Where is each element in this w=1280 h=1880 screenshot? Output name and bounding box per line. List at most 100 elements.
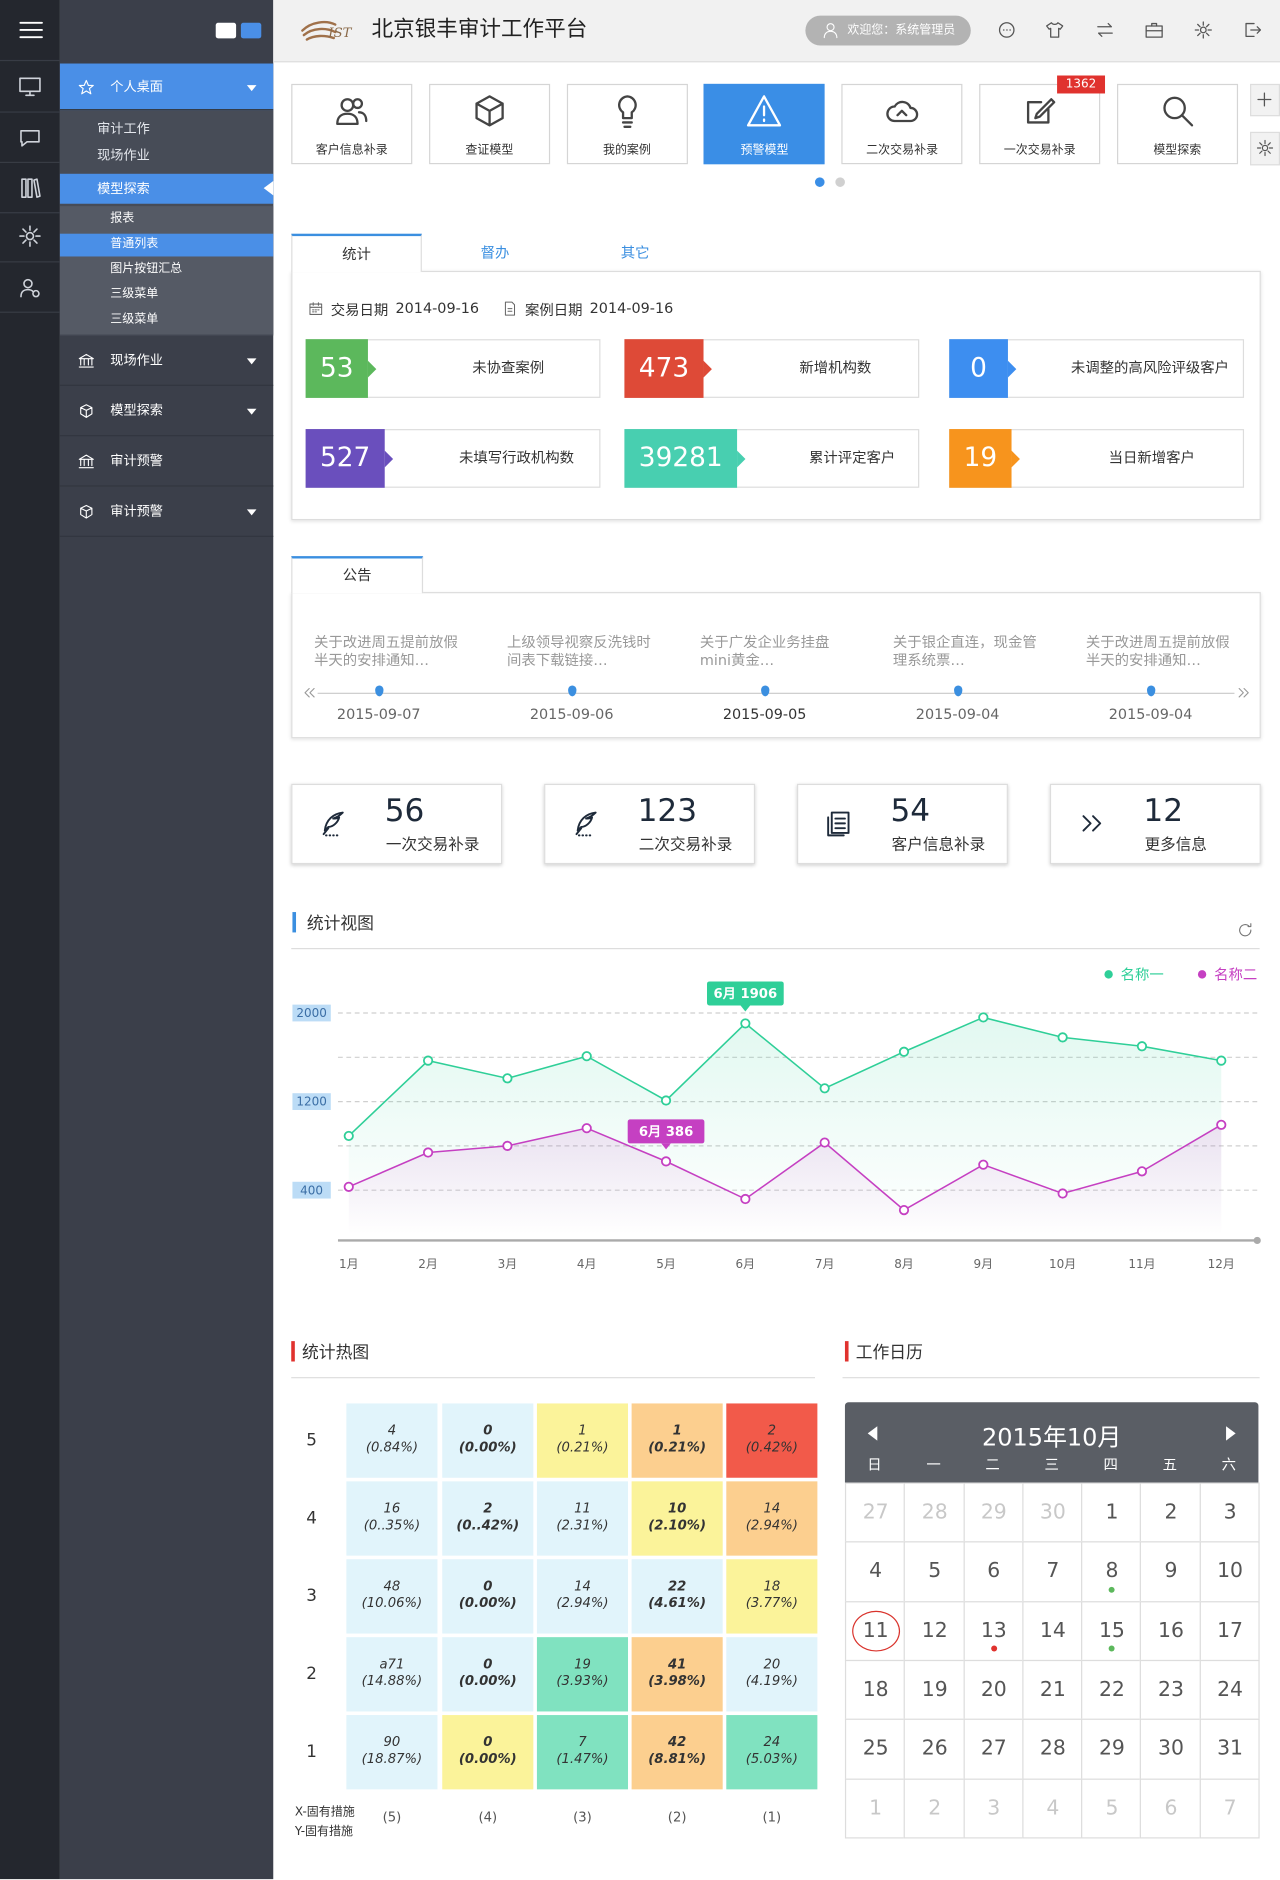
menu-toggle[interactable] bbox=[17, 16, 46, 45]
heatmap-cell[interactable]: 19 (3.93%) bbox=[536, 1637, 629, 1712]
calendar-next[interactable] bbox=[1226, 1426, 1236, 1441]
heatmap-cell[interactable]: 11 (2.31%) bbox=[536, 1481, 629, 1556]
calendar-day[interactable]: 15 bbox=[1081, 1600, 1142, 1662]
summary-card[interactable]: 12 更多信息 bbox=[1049, 783, 1261, 865]
calendar-day[interactable]: 5 bbox=[904, 1541, 965, 1602]
submenu-label[interactable]: 三级菜单 bbox=[110, 287, 159, 301]
calendar-day[interactable]: 7 bbox=[1022, 1541, 1083, 1602]
carousel-dot[interactable] bbox=[835, 177, 845, 187]
calendar-day[interactable]: 27 bbox=[963, 1719, 1024, 1780]
calendar-day[interactable]: 8 bbox=[1081, 1541, 1142, 1602]
submenu-item[interactable] bbox=[59, 173, 274, 204]
calendar-day[interactable]: 3 bbox=[1199, 1482, 1260, 1543]
stat-card[interactable]: 53 未协查案例 bbox=[305, 339, 601, 398]
submenu-label[interactable]: 三级菜单 bbox=[110, 312, 159, 326]
calendar-day[interactable]: 31 bbox=[1199, 1719, 1260, 1780]
heatmap-cell[interactable]: 41 (3.98%) bbox=[631, 1637, 723, 1712]
heatmap-cell[interactable]: 16 (0..35%) bbox=[346, 1481, 438, 1556]
refresh-icon[interactable] bbox=[1237, 922, 1254, 939]
shortcut-tile[interactable] bbox=[979, 83, 1101, 165]
heatmap-cell[interactable]: 18 (3.77%) bbox=[726, 1559, 818, 1634]
summary-card[interactable]: 54 客户信息补录 bbox=[797, 783, 1008, 865]
heatmap-cell[interactable]: 42 (8.81%) bbox=[631, 1715, 723, 1790]
heatmap-cell[interactable]: 90 (18.87%) bbox=[346, 1715, 438, 1790]
menu-item[interactable] bbox=[59, 436, 274, 487]
lock-button[interactable] bbox=[240, 22, 262, 39]
calendar-day[interactable]: 16 bbox=[1140, 1600, 1201, 1662]
heatmap-cell[interactable]: 14 (2.94%) bbox=[726, 1481, 818, 1556]
menu-item[interactable] bbox=[59, 386, 274, 437]
calendar-day[interactable]: 26 bbox=[904, 1719, 965, 1780]
heatmap-cell[interactable]: 1 (0.21%) bbox=[631, 1403, 723, 1478]
calendar-day[interactable]: 6 bbox=[963, 1541, 1024, 1602]
submenu-label[interactable]: 现场作业 bbox=[97, 147, 150, 163]
notice-text[interactable]: 上级领导视察反洗钱时间表下载链接… bbox=[506, 634, 651, 669]
nav-icon[interactable] bbox=[18, 126, 42, 150]
stat-card[interactable]: 527 未填写行政机构数 bbox=[305, 429, 601, 488]
submenu-item[interactable] bbox=[59, 233, 274, 257]
calendar-day[interactable]: 21 bbox=[1022, 1659, 1083, 1721]
calendar-day[interactable]: 6 bbox=[1140, 1778, 1201, 1839]
calendar-day[interactable]: 13 bbox=[963, 1600, 1024, 1662]
nav-icon[interactable] bbox=[18, 74, 42, 98]
calendar-day[interactable]: 2 bbox=[1140, 1482, 1201, 1543]
calendar-prev[interactable] bbox=[867, 1426, 878, 1441]
calendar-day[interactable]: 9 bbox=[1140, 1541, 1201, 1602]
calendar-day[interactable]: 17 bbox=[1199, 1600, 1260, 1662]
sidebar-toggle[interactable] bbox=[215, 22, 237, 39]
menu-item[interactable] bbox=[59, 336, 274, 386]
tab[interactable]: 督办 bbox=[480, 244, 510, 262]
notice-text[interactable]: 关于改进周五提前放假半天的安排通知… bbox=[1085, 634, 1230, 669]
calendar-day[interactable]: 19 bbox=[904, 1659, 965, 1721]
header-icon[interactable] bbox=[997, 20, 1016, 39]
calendar-day[interactable]: 20 bbox=[963, 1659, 1024, 1721]
menu-item[interactable] bbox=[59, 487, 274, 537]
heatmap-cell[interactable]: 14 (2.94%) bbox=[536, 1559, 629, 1634]
calendar-day[interactable]: 10 bbox=[1199, 1541, 1260, 1602]
tab[interactable]: 其它 bbox=[620, 244, 650, 262]
submenu-label[interactable]: 普通列表 bbox=[110, 237, 159, 251]
heatmap-cell[interactable]: 1 (0.21%) bbox=[536, 1403, 629, 1478]
notice-text[interactable]: 关于广发企业务挂盘mini黄金… bbox=[699, 634, 830, 669]
calendar-day[interactable]: 24 bbox=[1199, 1659, 1260, 1721]
carousel-dot[interactable] bbox=[814, 177, 825, 187]
calendar-day[interactable]: 7 bbox=[1199, 1778, 1260, 1839]
calendar-day[interactable]: 4 bbox=[844, 1541, 906, 1602]
stat-card[interactable]: 0 未调整的高风险评级客户 bbox=[949, 339, 1245, 398]
heatmap-cell[interactable]: 48 (10.06%) bbox=[346, 1559, 438, 1634]
calendar-day[interactable]: 5 bbox=[1081, 1778, 1142, 1839]
heatmap-cell[interactable]: 0 (0.00%) bbox=[442, 1403, 534, 1478]
shortcut-tile[interactable] bbox=[841, 83, 963, 165]
calendar-day[interactable]: 23 bbox=[1140, 1659, 1201, 1721]
side-button[interactable] bbox=[1250, 83, 1280, 117]
heatmap-cell[interactable]: 0 (0.00%) bbox=[442, 1637, 534, 1712]
heatmap-cell[interactable]: 24 (5.03%) bbox=[726, 1715, 818, 1790]
heatmap-cell[interactable]: 2 (0.42%) bbox=[726, 1403, 818, 1478]
stat-card[interactable]: 473 新增机构数 bbox=[624, 339, 920, 398]
header-icon[interactable] bbox=[1045, 20, 1064, 39]
calendar-day[interactable]: 3 bbox=[963, 1778, 1024, 1839]
heatmap-cell[interactable]: 7 (1.47%) bbox=[536, 1715, 629, 1790]
notice-text[interactable]: 关于银企直连，现金管理系统票… bbox=[892, 634, 1037, 669]
calendar-day[interactable]: 30 bbox=[1140, 1719, 1201, 1780]
heatmap-cell[interactable]: a71 (14.88%) bbox=[346, 1637, 438, 1712]
tab[interactable]: 公告 bbox=[291, 556, 424, 594]
calendar-day[interactable]: 22 bbox=[1081, 1659, 1142, 1721]
nav-icon[interactable] bbox=[18, 224, 42, 248]
nav-icon[interactable] bbox=[18, 276, 42, 300]
summary-card[interactable]: 123 二次交易补录 bbox=[544, 783, 756, 865]
side-button[interactable] bbox=[1250, 131, 1280, 166]
header-icon[interactable] bbox=[1243, 20, 1262, 39]
calendar-day[interactable]: 30 bbox=[1022, 1482, 1083, 1543]
heatmap-cell[interactable]: 0 (0.00%) bbox=[442, 1559, 534, 1634]
calendar-day[interactable]: 29 bbox=[1081, 1719, 1142, 1780]
heatmap-cell[interactable]: 0 (0.00%) bbox=[442, 1715, 534, 1790]
timeline-next[interactable] bbox=[1236, 684, 1253, 701]
calendar-day[interactable]: 1 bbox=[1081, 1482, 1142, 1543]
calendar-day[interactable]: 18 bbox=[844, 1659, 906, 1721]
calendar-day[interactable]: 29 bbox=[963, 1482, 1024, 1543]
header-icon[interactable] bbox=[1145, 20, 1164, 39]
calendar-day[interactable]: 14 bbox=[1022, 1600, 1083, 1662]
calendar-day[interactable]: 2 bbox=[904, 1778, 965, 1839]
notice-text[interactable]: 关于改进周五提前放假半天的安排通知… bbox=[314, 634, 458, 669]
